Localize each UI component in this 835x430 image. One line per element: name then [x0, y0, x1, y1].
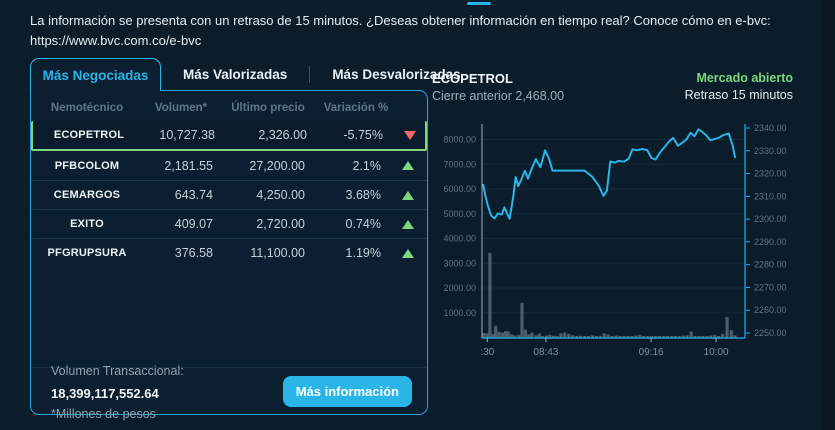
- panel-spacer: [31, 267, 427, 367]
- direction-arrow-icon: [395, 190, 421, 200]
- ticker-label: CEMARGOS: [53, 189, 121, 201]
- panel-footer: Volumen Transaccional: 18,399,117,552.64…: [31, 364, 427, 421]
- volumen-value: 10,727.38: [159, 128, 215, 142]
- col-header-ultimo-precio: Último precio: [231, 101, 305, 114]
- svg-text:2000.00: 2000.00: [443, 283, 476, 293]
- variacion-value: 0.74%: [345, 217, 381, 231]
- svg-text:2310.00: 2310.00: [754, 191, 787, 201]
- table-body: ECOPETROL 10,727.38 2,326.00 -5.75% PFBC…: [31, 121, 427, 267]
- svg-text:7000.00: 7000.00: [443, 159, 476, 169]
- right-edge-band: [822, 0, 835, 430]
- tab-mas-desvalorizadas[interactable]: Más Desvalorizadas: [310, 58, 482, 91]
- svg-text:10:00: 10:00: [704, 347, 729, 358]
- tab-label: Más Valorizadas: [183, 67, 288, 82]
- table-row-ecopetrol[interactable]: ECOPETROL 10,727.38 2,326.00 -5.75%: [31, 121, 427, 151]
- precio-value: 2,720.00: [256, 217, 305, 231]
- delay-status: Retraso 15 minutos: [684, 88, 793, 102]
- variacion-value: 2.1%: [352, 158, 382, 173]
- svg-text:2270.00: 2270.00: [754, 282, 787, 292]
- stock-identity: ECOPETROL Cierre anterior 2,468.00: [432, 71, 564, 103]
- svg-text:2300.00: 2300.00: [754, 214, 787, 224]
- table-row-pfbcolom[interactable]: PFBCOLOM 2,181.55 27,200.00 2.1%: [31, 151, 427, 180]
- more-info-button[interactable]: Más información: [282, 375, 412, 407]
- svg-text::30: :30: [480, 347, 494, 358]
- svg-text:2260.00: 2260.00: [754, 305, 787, 315]
- tab-bar: Más Negociadas Más Valorizadas Más Desva…: [30, 58, 483, 91]
- precio-value: 27,200.00: [249, 158, 305, 173]
- svg-text:5000.00: 5000.00: [443, 209, 476, 219]
- precio-value: 11,100.00: [250, 246, 305, 260]
- volumen-value: 643.74: [174, 188, 213, 202]
- svg-text:8000.00: 8000.00: [443, 135, 476, 145]
- table-row-cemargos[interactable]: CEMARGOS 643.74 4,250.00 3.68%: [31, 180, 427, 209]
- transactional-volume: Volumen Transaccional: 18,399,117,552.64…: [51, 359, 283, 424]
- svg-text:2250.00: 2250.00: [754, 328, 787, 338]
- svg-text:2280.00: 2280.00: [754, 260, 787, 270]
- millions-note: *Millones de pesos: [51, 407, 156, 422]
- market-open-status: Mercado abierto: [696, 71, 793, 85]
- direction-arrow-icon: [397, 130, 423, 140]
- volume-value: 18,399,117,552.64: [51, 385, 159, 401]
- tab-label: Más Desvalorizadas: [332, 67, 461, 82]
- precio-value: 4,250.00: [256, 188, 305, 202]
- svg-text:6000.00: 6000.00: [443, 184, 476, 194]
- svg-text:2290.00: 2290.00: [754, 237, 787, 247]
- svg-text:4000.00: 4000.00: [443, 234, 476, 244]
- svg-text:08:43: 08:43: [533, 347, 558, 358]
- price-volume-chart-svg: 1000.00 2000.00 3000.00 4000.00 5000.00 6000.…: [443, 123, 787, 358]
- tab-label: Más Negociadas: [42, 67, 149, 83]
- footer-divider: [32, 367, 426, 368]
- volumen-value: 2,181.55: [164, 158, 213, 173]
- table-header-row: Nemotécnico Volumen* Último precio Varia…: [31, 94, 427, 121]
- ticker-label: ECOPETROL: [53, 129, 125, 141]
- top-accent-dash: [467, 2, 491, 5]
- tab-mas-valorizadas[interactable]: Más Valorizadas: [161, 58, 309, 91]
- precio-value: 2,326.00: [258, 128, 307, 142]
- svg-text:2340.00: 2340.00: [754, 123, 787, 133]
- market-state: Mercado abierto Retraso 15 minutos: [685, 71, 793, 103]
- ticker-label: EXITO: [70, 218, 104, 230]
- svg-text:09:16: 09:16: [639, 347, 664, 358]
- table-row-pfgrupsura[interactable]: PFGRUPSURA 376.58 11,100.00 1.19%: [31, 238, 427, 267]
- variacion-value: -5.75%: [343, 128, 383, 142]
- stock-name: ECOPETROL: [432, 71, 513, 86]
- variacion-value: 1.19%: [345, 246, 381, 260]
- direction-arrow-icon: [395, 219, 421, 229]
- direction-arrow-icon: [395, 248, 421, 258]
- volumen-value: 376.58: [174, 246, 213, 260]
- intraday-chart[interactable]: 1000.00 2000.00 3000.00 4000.00 5000.00 6000.…: [430, 116, 835, 372]
- variacion-value: 3.68%: [345, 188, 381, 202]
- stock-header: ECOPETROL Cierre anterior 2,468.00 Merca…: [432, 71, 793, 103]
- volume-label: Volumen Transaccional:: [51, 363, 184, 378]
- svg-text:2330.00: 2330.00: [754, 146, 787, 156]
- col-header-variacion: Variación %: [323, 101, 389, 114]
- svg-text:1000.00: 1000.00: [443, 308, 476, 318]
- direction-arrow-icon: [395, 161, 421, 170]
- ticker-label: PFGRUPSURA: [47, 247, 127, 259]
- svg-text:3000.00: 3000.00: [443, 258, 476, 268]
- delay-banner: La información se presenta con un retras…: [30, 13, 771, 49]
- ticker-label: PFBCOLOM: [54, 159, 120, 172]
- volumen-value: 409.07: [174, 217, 213, 231]
- previous-close: Cierre anterior 2,468.00: [432, 89, 565, 103]
- tab-mas-negociadas[interactable]: Más Negociadas: [30, 58, 161, 91]
- col-header-nemotecnico: Nemotécnico: [50, 101, 124, 114]
- svg-text:2320.00: 2320.00: [754, 169, 787, 179]
- most-traded-panel: Nemotécnico Volumen* Último precio Varia…: [30, 90, 428, 421]
- col-header-volumen: Volumen*: [154, 101, 208, 114]
- table-row-exito[interactable]: EXITO 409.07 2,720.00 0.74%: [31, 209, 427, 238]
- tab-divider: [309, 66, 311, 83]
